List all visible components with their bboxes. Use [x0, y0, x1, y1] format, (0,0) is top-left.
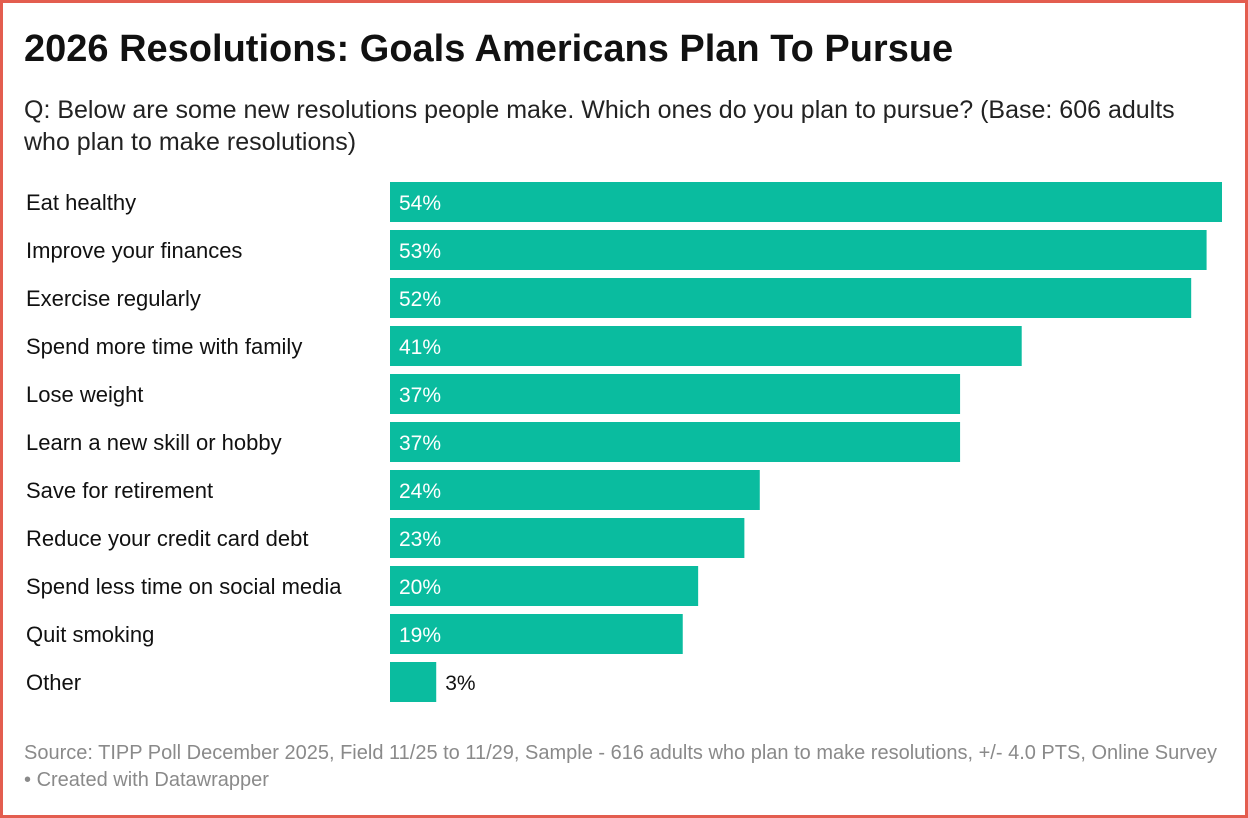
bar: [390, 662, 437, 702]
bar: [390, 422, 961, 462]
bar-row: Spend more time with family 41%: [26, 326, 1022, 366]
chart-title: 2026 Resolutions: Goals Americans Plan T…: [24, 28, 954, 70]
value-label: 54%: [399, 192, 441, 215]
bar-row: Quit smoking 19%: [26, 614, 683, 654]
category-label: Exercise regularly: [26, 286, 201, 311]
value-label: 52%: [399, 288, 441, 311]
bar: [390, 566, 699, 606]
bar: [390, 182, 1222, 222]
bar-row: Improve your finances 53%: [26, 230, 1207, 270]
value-label: 53%: [399, 240, 441, 263]
source-note: Source: TIPP Poll December 2025, Field 1…: [24, 742, 1218, 764]
category-label: Reduce your credit card debt: [26, 526, 309, 551]
category-label: Other: [26, 670, 81, 695]
value-label: 41%: [399, 336, 441, 359]
bar: [390, 326, 1022, 366]
value-label: 37%: [399, 432, 441, 455]
bar-row: Reduce your credit card debt 23%: [26, 518, 745, 558]
bar-row: Save for retirement 24%: [26, 470, 760, 510]
value-label: 20%: [399, 576, 441, 599]
bar: [390, 614, 683, 654]
category-label: Improve your finances: [26, 238, 242, 263]
bar-row: Learn a new skill or hobby 37%: [26, 422, 961, 462]
category-label: Eat healthy: [26, 190, 136, 215]
bar: [390, 278, 1192, 318]
category-label: Spend more time with family: [26, 334, 302, 359]
bar-row: Exercise regularly 52%: [26, 278, 1192, 318]
chart-subtitle: Q: Below are some new resolutions people…: [24, 96, 1175, 156]
value-label: 19%: [399, 624, 441, 647]
bar: [390, 470, 760, 510]
category-label: Lose weight: [26, 382, 143, 407]
bar-row: Spend less time on social media 20%: [26, 566, 699, 606]
credit-link[interactable]: Created with Datawrapper: [36, 769, 269, 791]
value-label: 24%: [399, 480, 441, 503]
bar: [390, 230, 1207, 270]
bar-row: Other 3%: [26, 662, 476, 702]
value-label: 37%: [399, 384, 441, 407]
chart-footer: Source: TIPP Poll December 2025, Field 1…: [24, 740, 1224, 794]
value-label: 3%: [445, 672, 475, 695]
bar-row: Lose weight 37%: [26, 374, 961, 414]
category-label: Quit smoking: [26, 622, 154, 647]
bar: [390, 518, 745, 558]
category-label: Spend less time on social media: [26, 574, 342, 599]
category-label: Save for retirement: [26, 478, 213, 503]
value-label: 23%: [399, 528, 441, 551]
bar-row: Eat healthy 54%: [26, 182, 1222, 222]
bar: [390, 374, 961, 414]
separator: •: [24, 769, 32, 791]
category-label: Learn a new skill or hobby: [26, 430, 282, 455]
bar-chart: Eat healthy 54% Improve your finances 53% Ex…: [26, 182, 1222, 702]
